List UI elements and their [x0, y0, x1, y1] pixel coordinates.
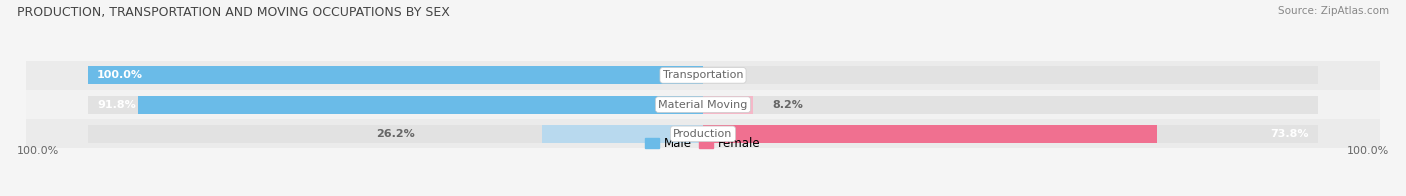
Bar [27, 119, 1379, 149]
Bar [138, 95, 703, 114]
Text: Material Moving: Material Moving [658, 100, 748, 110]
Text: 26.2%: 26.2% [375, 129, 415, 139]
Bar [703, 125, 1157, 143]
Text: 91.8%: 91.8% [97, 100, 136, 110]
Text: 0.0%: 0.0% [716, 70, 747, 80]
Bar [541, 125, 703, 143]
Bar [703, 95, 1319, 114]
Text: Production: Production [673, 129, 733, 139]
Bar [27, 61, 1379, 90]
Text: 8.2%: 8.2% [772, 100, 803, 110]
Text: 100.0%: 100.0% [97, 70, 143, 80]
Bar [87, 66, 703, 84]
Bar [87, 66, 703, 84]
Text: 100.0%: 100.0% [1347, 146, 1389, 156]
Bar [703, 66, 1319, 84]
Text: 73.8%: 73.8% [1271, 129, 1309, 139]
Bar [87, 95, 703, 114]
Text: Source: ZipAtlas.com: Source: ZipAtlas.com [1278, 6, 1389, 16]
Bar [27, 90, 1379, 119]
Bar [703, 125, 1319, 143]
Bar [703, 95, 754, 114]
Text: PRODUCTION, TRANSPORTATION AND MOVING OCCUPATIONS BY SEX: PRODUCTION, TRANSPORTATION AND MOVING OC… [17, 6, 450, 19]
Text: Transportation: Transportation [662, 70, 744, 80]
Text: 100.0%: 100.0% [17, 146, 59, 156]
Bar [87, 125, 703, 143]
Legend: Male, Female: Male, Female [641, 132, 765, 155]
